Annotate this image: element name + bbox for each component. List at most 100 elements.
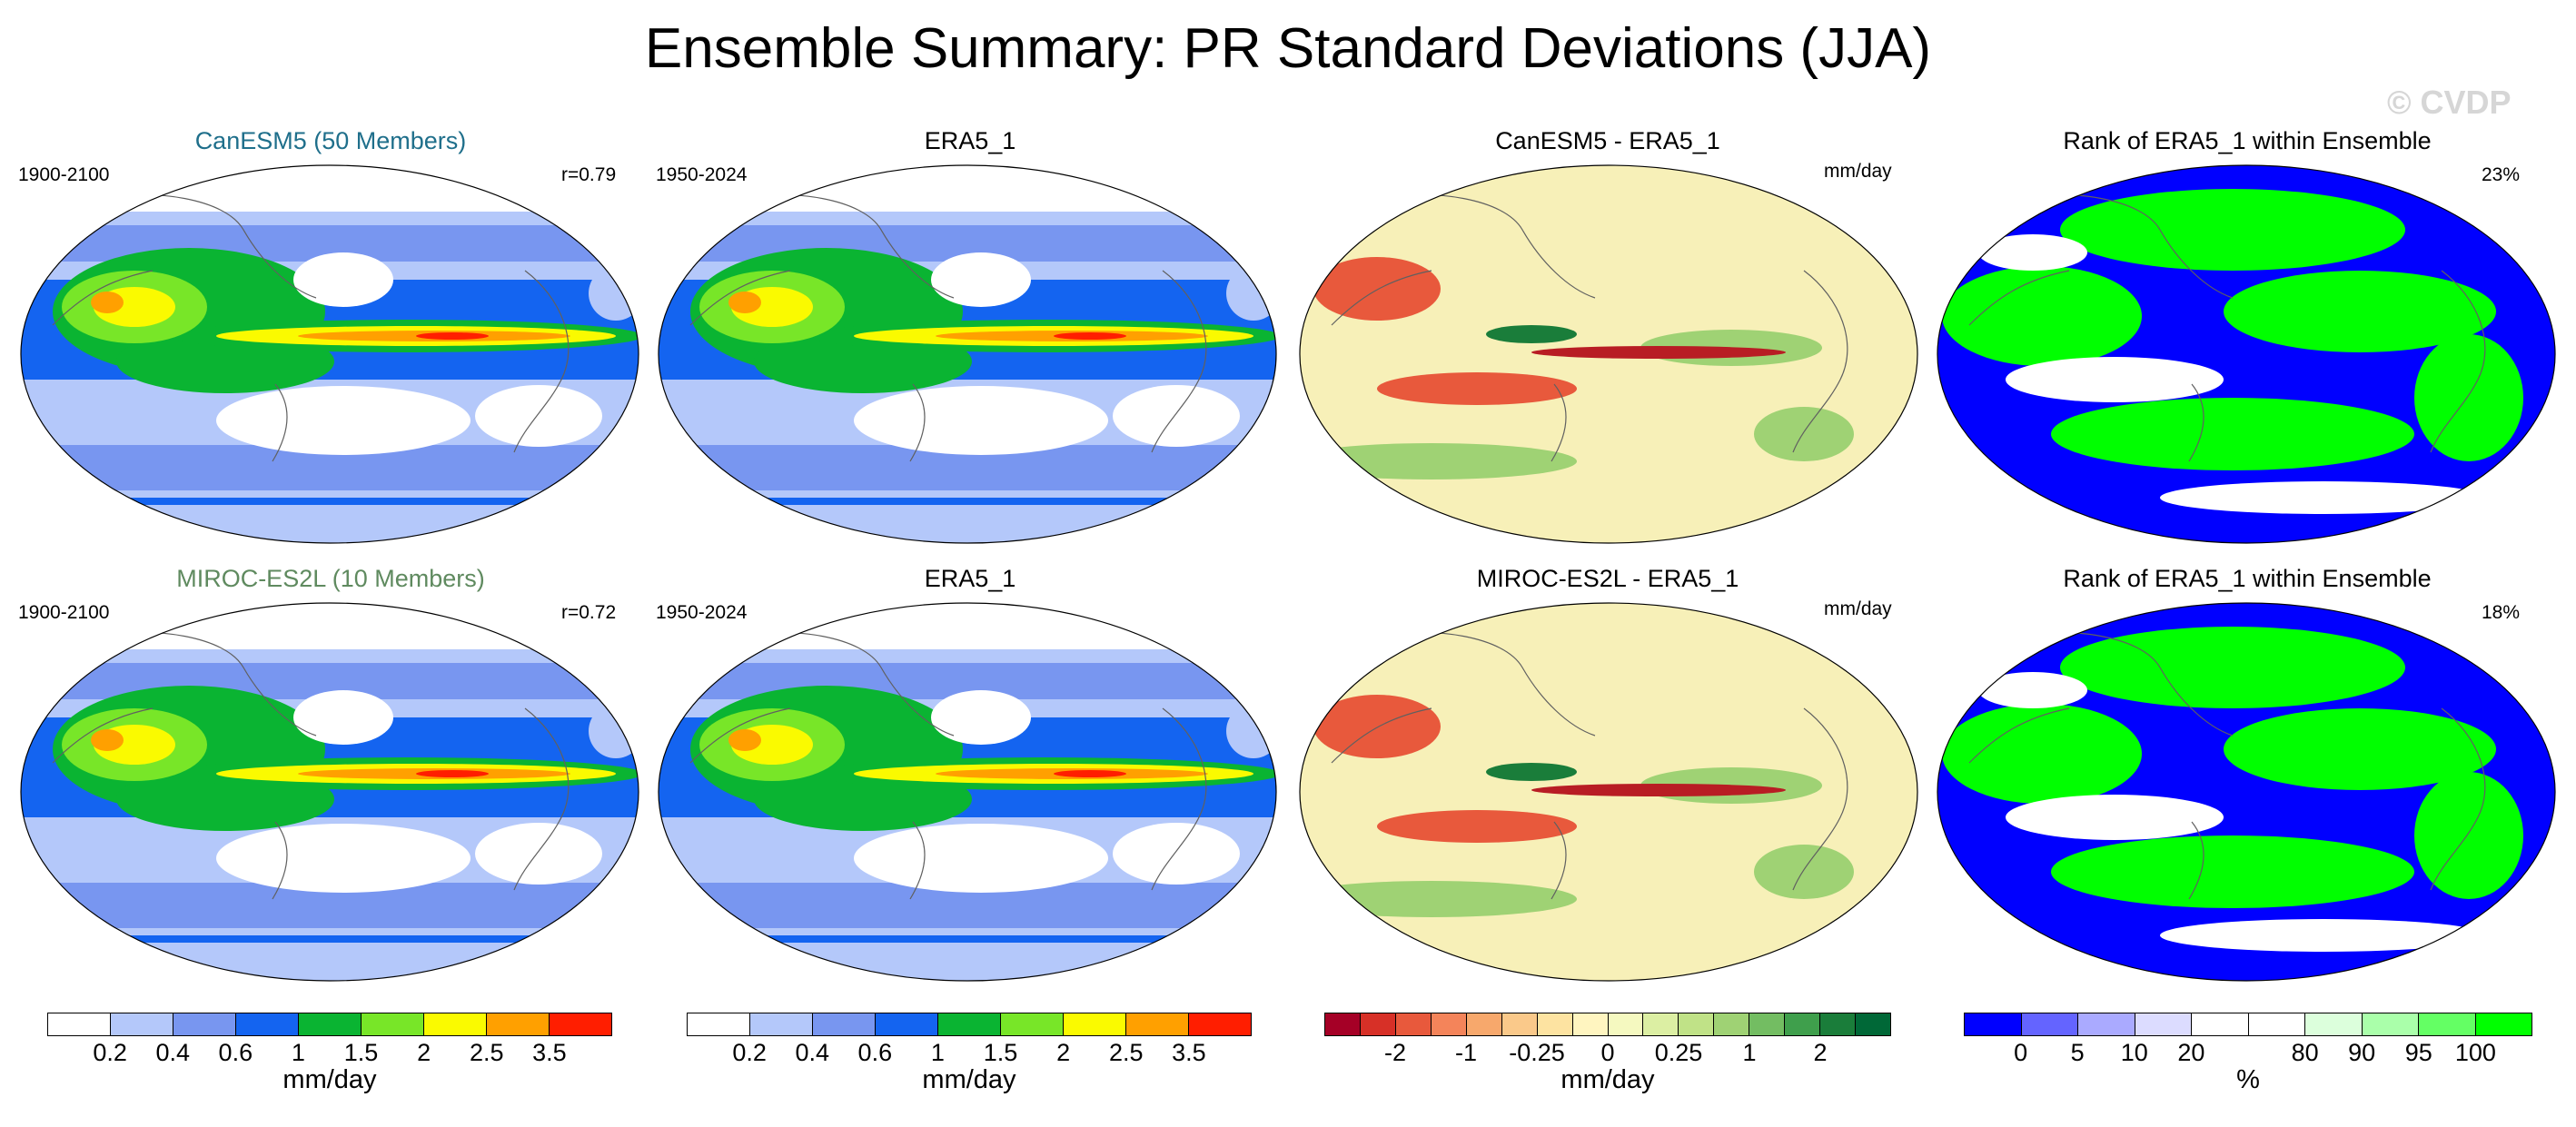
itcz-peak [416, 332, 489, 340]
colorbar-box [1608, 1013, 1644, 1035]
colorbar-box [2419, 1013, 2476, 1035]
panel-7-title: MIROC-ES2L - ERA5_1 [1476, 565, 1739, 592]
colorbar-std-right-unit: mm/day [922, 1065, 1016, 1094]
colorbar-tick-label: 1 [291, 1039, 305, 1066]
neutral-rank-region [2006, 795, 2224, 840]
colorbar-tick-label: 1.5 [983, 1039, 1018, 1066]
panel-2-period: 1950-2024 [656, 164, 748, 185]
colorbar-tick-label: 2 [1056, 1039, 1071, 1066]
coastline [1331, 631, 1848, 900]
colorbar-diff [1324, 1013, 1891, 1036]
high-rank-region [2051, 835, 2414, 908]
dry-subtropics [931, 690, 1031, 745]
colorbar-box [688, 1013, 750, 1035]
colorbar-tick-label: 100 [2454, 1039, 2496, 1066]
panel-5-map [16, 599, 643, 985]
negative-anomaly [1313, 257, 1441, 321]
colorbar-tick-label: 2.5 [469, 1039, 504, 1066]
strong-anomaly [1486, 763, 1577, 781]
panel-4-title: Rank of ERA5_1 within Ensemble [2063, 127, 2432, 154]
panel-5-title: MIROC-ES2L (10 Members) [176, 565, 485, 592]
map-outline [20, 164, 639, 544]
colorbar-tick-label: 2 [1813, 1039, 1828, 1066]
panel-6-map [654, 599, 1281, 985]
map-outline [658, 602, 1277, 982]
monsoon-peak [91, 292, 124, 313]
panel-3-title: CanESM5 - ERA5_1 [1495, 127, 1720, 154]
colorbar-box [1325, 1013, 1361, 1035]
panel-7-unit: mm/day [1824, 598, 1892, 619]
panel-8-map [1933, 599, 2560, 985]
copyright-watermark: © CVDP [2387, 84, 2512, 121]
storm-track-band [659, 498, 1276, 505]
neutral-rank-region [2160, 481, 2487, 514]
colorbar-box [1360, 1013, 1396, 1035]
colorbar-std-left-unit: mm/day [282, 1065, 377, 1094]
high-rank-region [2060, 627, 2405, 708]
colorbar-box [1501, 1013, 1538, 1035]
colorbar-box [487, 1013, 550, 1035]
polar-band [21, 603, 639, 649]
panel-2-map [654, 162, 1281, 548]
panel-2-title: ERA5_1 [924, 127, 1016, 154]
monsoon-peak [91, 729, 124, 751]
colorbar-tick-label: 3.5 [532, 1039, 567, 1066]
dry-subtropics [854, 386, 1108, 455]
colorbar-box [2475, 1013, 2531, 1035]
colorbar-tick-label: 95 [2404, 1039, 2432, 1066]
colorbar-tick-label: 80 [2291, 1039, 2319, 1066]
map-outline [1937, 602, 2556, 982]
positive-anomaly [1754, 845, 1854, 899]
colorbar-box [236, 1013, 299, 1035]
panel-8-title: Rank of ERA5_1 within Ensemble [2063, 565, 2432, 592]
colorbar-tick-label: 1 [930, 1039, 945, 1066]
positive-anomaly [1300, 443, 1577, 479]
high-rank-region [2224, 708, 2496, 790]
colorbar-box [1537, 1013, 1573, 1035]
colorbar-tick-label: -2 [1383, 1039, 1407, 1066]
panel-6-title: ERA5_1 [924, 565, 1016, 592]
colorbar-box [1572, 1013, 1609, 1035]
dry-subtropics [293, 690, 393, 745]
coastline [689, 631, 1207, 900]
colorbar-box [1466, 1013, 1502, 1035]
colorbar-box [876, 1013, 938, 1035]
colorbar-box [2305, 1013, 2363, 1035]
high-rank-region [2414, 772, 2523, 899]
colorbar-tick-label: 10 [2120, 1039, 2148, 1066]
negative-anomaly [1377, 372, 1577, 405]
colorbar-box [1001, 1013, 1064, 1035]
positive-anomaly [1754, 407, 1854, 461]
colorbar-tick-label: 0 [1600, 1039, 1615, 1066]
colorbar-box [299, 1013, 362, 1035]
colorbar-box [550, 1013, 611, 1035]
colorbar-box [1064, 1013, 1126, 1035]
figure-title: Ensemble Summary: PR Standard Deviations… [644, 17, 1932, 80]
panel-4-rank-percent: 23% [2482, 164, 2521, 185]
colorbar-tick-label: 0 [2014, 1039, 2028, 1066]
colorbar-tick-label: 0.25 [1654, 1039, 1703, 1066]
panel-4-map [1933, 162, 2560, 548]
high-rank-region [2414, 334, 2523, 461]
map-outline [1299, 164, 1918, 544]
positive-anomaly [1300, 881, 1577, 917]
colorbar-box [2078, 1013, 2135, 1035]
colorbar-std-left [47, 1013, 612, 1036]
colorbar-box [2021, 1013, 2078, 1035]
colorbar-tick-label: 3.5 [1172, 1039, 1206, 1066]
dry-subtropics [931, 252, 1031, 307]
colorbar-tick-label: 90 [2348, 1039, 2376, 1066]
monsoon-peak [728, 292, 761, 313]
dry-region [1226, 704, 1276, 758]
colorbar-tick-label: 0.6 [857, 1039, 893, 1066]
polar-band [659, 499, 1276, 543]
colorbar-diff-unit: mm/day [1560, 1065, 1655, 1094]
dry-region [589, 704, 639, 758]
colorbar-box [1714, 1013, 1750, 1035]
storm-track-band [21, 935, 639, 943]
panel-3-unit: mm/day [1824, 161, 1892, 182]
polar-band [659, 603, 1276, 649]
colorbar-box [173, 1013, 236, 1035]
colorbar-rank [1964, 1013, 2532, 1036]
map-outline [1937, 164, 2556, 544]
